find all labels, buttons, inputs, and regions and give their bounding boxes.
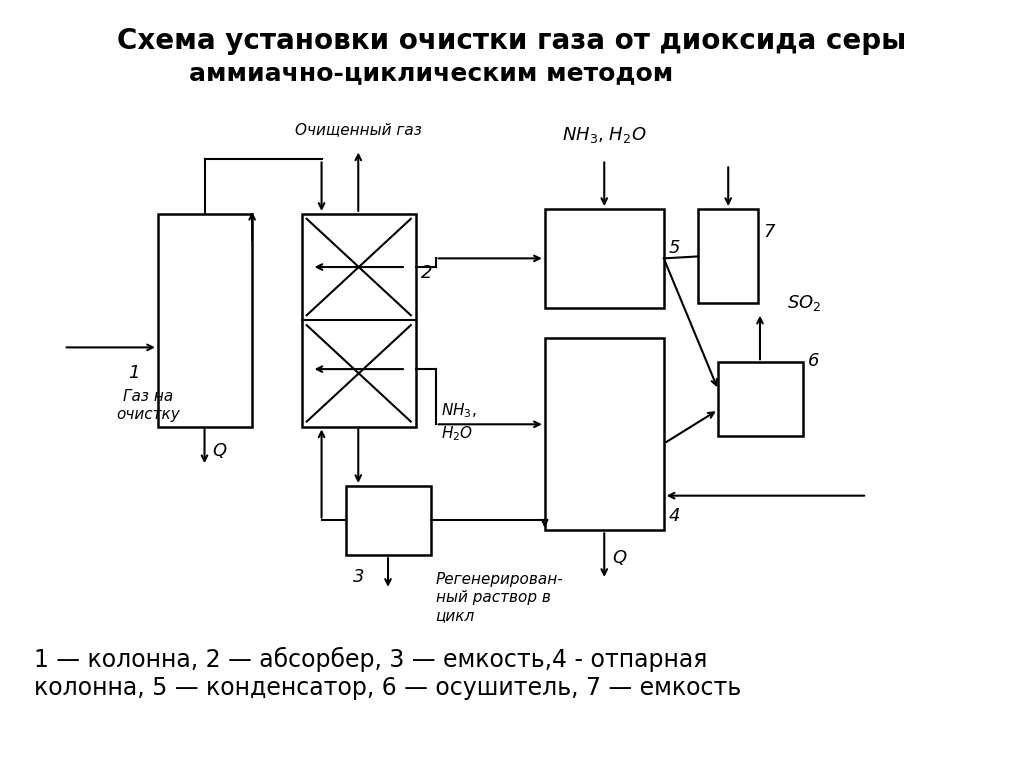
Text: Регенерирован-: Регенерирован- xyxy=(435,572,563,588)
Text: $NH_3$, $H_2O$: $NH_3$, $H_2O$ xyxy=(562,125,646,145)
Text: 1: 1 xyxy=(129,364,140,383)
Text: 2: 2 xyxy=(421,265,432,282)
Text: $H_2O$: $H_2O$ xyxy=(440,425,473,443)
Text: 1 — колонна, 2 — абсорбер, 3 — емкость,4 - отпарная
колонна, 5 — конденсатор, 6 : 1 — колонна, 2 — абсорбер, 3 — емкость,4… xyxy=(34,647,741,700)
Text: Схема установки очистки газа от диоксида серы: Схема установки очистки газа от диоксида… xyxy=(118,27,906,54)
Text: $SO_2$: $SO_2$ xyxy=(787,293,822,313)
Bar xyxy=(545,209,664,308)
Text: цикл: цикл xyxy=(435,608,475,623)
Bar xyxy=(158,214,252,426)
Text: Q: Q xyxy=(212,443,226,460)
Text: 3: 3 xyxy=(352,568,364,586)
Text: Q: Q xyxy=(612,549,627,567)
Text: 5: 5 xyxy=(669,239,680,258)
Text: 4: 4 xyxy=(669,506,680,525)
Bar xyxy=(346,486,431,555)
Bar xyxy=(545,337,664,531)
Text: очистку: очистку xyxy=(116,407,180,422)
Bar xyxy=(302,214,416,426)
Bar xyxy=(718,362,803,436)
Text: Очищенный газ: Очищенный газ xyxy=(295,122,422,137)
Text: ный раствор в: ный раствор в xyxy=(435,590,551,605)
Text: аммиачно-циклическим методом: аммиачно-циклическим методом xyxy=(188,61,673,85)
Text: 7: 7 xyxy=(763,223,774,242)
Text: Газ на: Газ на xyxy=(123,390,173,404)
Text: $NH_3,$: $NH_3,$ xyxy=(440,401,476,420)
Text: 6: 6 xyxy=(808,352,819,370)
Bar xyxy=(698,209,758,303)
